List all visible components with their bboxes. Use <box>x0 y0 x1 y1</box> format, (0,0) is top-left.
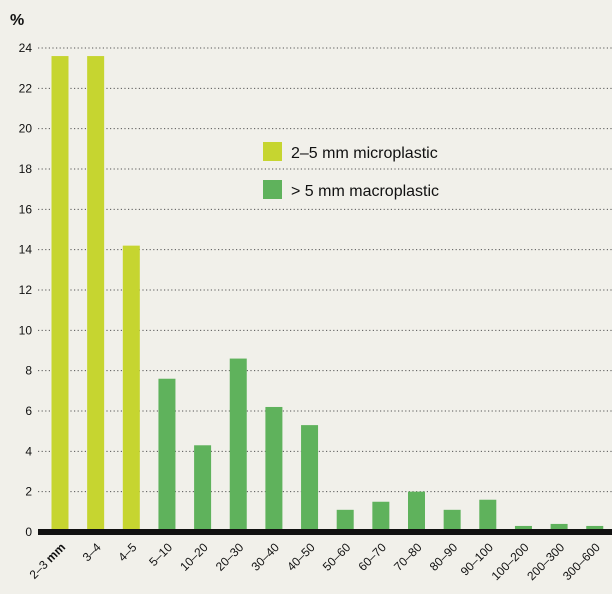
bar-macroplastic <box>229 358 247 532</box>
bar-macroplastic <box>265 406 283 532</box>
x-tick-label: 80–90 <box>427 540 461 574</box>
bar-macroplastic <box>408 491 425 532</box>
x-tick-label: 2–3 mm <box>27 540 69 582</box>
bar-macroplastic <box>158 378 176 532</box>
y-tick-label: 8 <box>25 364 32 378</box>
bar-macroplastic <box>514 525 532 532</box>
legend-swatch-microplastic <box>263 142 282 161</box>
x-tick-label: 5–10 <box>146 540 175 569</box>
x-tick-label: 70–80 <box>391 540 425 574</box>
y-tick-label: 16 <box>19 202 33 216</box>
x-tick-label: 100–200 <box>489 540 532 583</box>
x-tick-label: 40–50 <box>284 540 318 574</box>
x-axis-categories: 2–3 mm 3–4 4–5 5–10 10–20 20–30 30–40 40–50 50–6… <box>27 540 603 583</box>
y-tick-label: 20 <box>19 122 33 136</box>
x-tick-label: 50–60 <box>320 540 354 574</box>
legend-label-macroplastic: > 5 mm macroplastic <box>291 183 439 200</box>
y-tick-label: 24 <box>19 41 33 55</box>
bar-macroplastic <box>479 499 497 532</box>
x-tick-label: 10–20 <box>177 540 211 574</box>
y-tick-label: 10 <box>19 323 33 337</box>
bar-macroplastic <box>443 509 461 532</box>
bars <box>51 56 604 533</box>
x-tick-label: 20–30 <box>213 540 247 574</box>
bar-microplastic <box>87 56 105 533</box>
legend-swatch-macroplastic <box>263 180 282 199</box>
x-tick-label: 60–70 <box>355 540 389 574</box>
x-tick-label: 30–40 <box>249 540 283 574</box>
x-tick-label: 4–5 <box>115 540 139 564</box>
bar-macroplastic <box>301 425 319 532</box>
y-tick-label: 2 <box>25 485 32 499</box>
bar-macroplastic <box>336 509 354 532</box>
y-tick-label: 12 <box>19 283 33 297</box>
y-axis-label: % <box>10 12 24 29</box>
y-tick-label: 14 <box>19 243 33 257</box>
x-tick-label: 300–600 <box>560 540 603 583</box>
y-tick-label: 22 <box>19 81 33 95</box>
bar-macroplastic <box>550 523 568 532</box>
x-tick-label: 3–4 <box>80 540 104 564</box>
legend: 2–5 mm microplastic > 5 mm macroplastic <box>263 142 439 200</box>
legend-label-microplastic: 2–5 mm microplastic <box>291 145 438 162</box>
x-tick-label: 200–300 <box>524 540 567 583</box>
y-tick-label: 0 <box>25 525 32 539</box>
bar-macroplastic <box>372 501 390 532</box>
y-tick-label: 6 <box>25 404 32 418</box>
y-tick-label: 18 <box>19 162 33 176</box>
bar-macroplastic <box>194 445 212 532</box>
y-tick-label: 4 <box>25 444 32 458</box>
bar-microplastic <box>51 56 69 533</box>
bar-macroplastic <box>586 525 604 532</box>
bar-microplastic <box>122 245 140 532</box>
